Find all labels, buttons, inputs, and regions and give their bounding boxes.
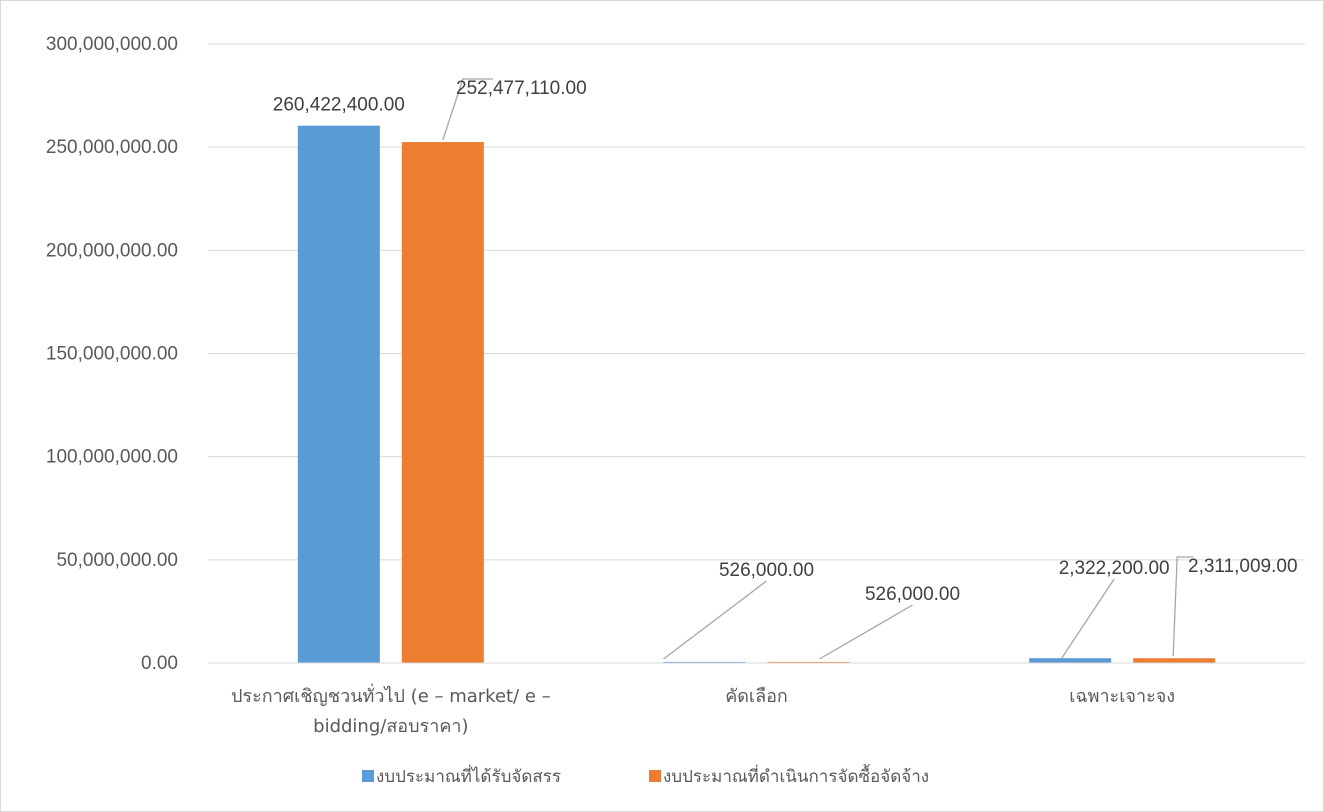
x-category-label: bidding/สอบราคา) <box>313 716 468 737</box>
data-label: 260,422,400.00 <box>273 95 405 116</box>
x-category-label: เฉพาะเจาะจง <box>1069 686 1175 707</box>
data-label: 2,322,200.00 <box>1059 558 1170 579</box>
bar-1 <box>297 125 380 663</box>
y-tick-label: 300,000,000.00 <box>46 34 178 55</box>
bar-2 <box>1133 658 1216 663</box>
data-label: 526,000.00 <box>719 560 814 581</box>
bar-2 <box>767 661 850 663</box>
legend-label: งบประมาณที่ได้รับจัดสรร <box>376 764 561 787</box>
bar-1 <box>663 661 746 663</box>
data-label: 252,477,110.00 <box>456 78 587 99</box>
y-tick-label: 200,000,000.00 <box>46 240 178 261</box>
bar-1 <box>1029 658 1112 663</box>
leader-line <box>442 78 493 141</box>
x-category-label: คัดเลือก <box>725 686 788 707</box>
y-tick-label: 250,000,000.00 <box>46 137 178 158</box>
y-tick-label: 150,000,000.00 <box>46 344 178 365</box>
bar-2 <box>401 142 484 664</box>
leader-line <box>663 580 767 660</box>
leader-line <box>1172 556 1194 657</box>
data-label: 2,311,009.00 <box>1188 556 1298 577</box>
data-label: 526,000.00 <box>865 584 960 605</box>
x-category-label: ประกาศเชิญชวนทั่วไป (e – market/ e – <box>231 683 551 707</box>
leader-line <box>819 604 913 660</box>
y-tick-label: 0.00 <box>141 653 178 674</box>
leader-line <box>1060 578 1115 660</box>
y-tick-label: 100,000,000.00 <box>46 447 178 468</box>
legend-swatch <box>649 770 661 782</box>
y-tick-label: 50,000,000.00 <box>56 550 178 571</box>
legend-label: งบประมาณที่ดำเนินการจัดซื้อจัดจ้าง <box>663 764 929 787</box>
legend-swatch <box>362 770 374 782</box>
